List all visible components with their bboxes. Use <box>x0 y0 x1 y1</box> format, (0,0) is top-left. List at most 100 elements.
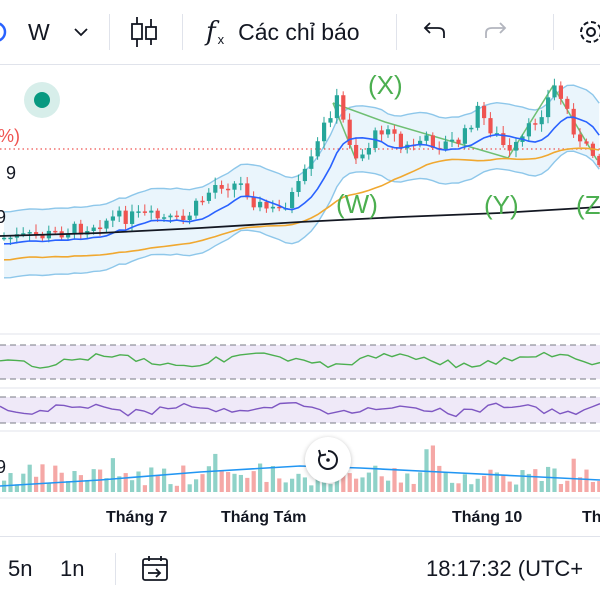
chart-area[interactable]: (X) (W) (Y) (Z %) 9 9 9 Tháng 7 Tháng Tá… <box>0 65 600 535</box>
volume-bar <box>360 477 365 492</box>
candle-body <box>328 118 333 123</box>
volume-bar <box>494 472 499 492</box>
rsi-band <box>0 345 600 379</box>
candle-body <box>392 129 397 134</box>
volume-bar <box>162 468 167 492</box>
indicators-button[interactable]: f x Các chỉ báo <box>206 0 360 64</box>
left-volume-label: 9 <box>0 457 6 477</box>
candle-body <box>226 188 231 191</box>
time-axis-label: Tháng 10 <box>452 509 522 526</box>
candle-body <box>424 135 429 141</box>
left-price-label: 9 <box>6 163 16 183</box>
wave-label-x: (X) <box>368 70 403 100</box>
candle-body <box>238 183 243 185</box>
volume-bar <box>482 475 487 492</box>
candle-body <box>270 206 275 209</box>
toolbar-divider <box>182 14 183 50</box>
chevron-down-icon[interactable] <box>72 0 90 64</box>
candle-body <box>488 118 493 134</box>
volume-bar <box>354 478 359 492</box>
volume-bar <box>238 474 243 492</box>
candle-body <box>168 215 173 218</box>
volume-bar <box>130 480 135 492</box>
range-1y-button[interactable]: 1n <box>60 537 84 601</box>
volume-bar <box>533 469 538 492</box>
candle-body <box>40 235 45 239</box>
candle-body <box>251 197 256 208</box>
oscillator-band <box>0 397 600 423</box>
candle-body <box>66 234 71 238</box>
volume-bar <box>539 480 544 492</box>
candle-body <box>533 123 538 125</box>
candle-body <box>155 210 160 219</box>
volume-bar <box>104 478 109 492</box>
bottom-toolbar: 5n 1n 18:17:32 (UTC+ <box>0 536 600 601</box>
candle-body <box>8 237 13 240</box>
range-1y-label: 1n <box>60 556 85 581</box>
undo-icon[interactable] <box>420 0 448 64</box>
gear-icon[interactable] <box>576 0 600 64</box>
bottom-divider <box>115 553 116 585</box>
range-5y-button[interactable]: 5n <box>8 537 32 601</box>
volume-bar <box>200 474 205 492</box>
candle-body <box>354 144 359 159</box>
wave-label-y: (Y) <box>484 190 519 220</box>
candle-body <box>398 133 403 149</box>
symbol-icon[interactable] <box>0 0 8 64</box>
volume-bar <box>14 484 19 492</box>
volume-bar <box>8 473 13 492</box>
left-price-label: %) <box>0 126 20 146</box>
timezone-clock[interactable]: 18:17:32 (UTC+ <box>426 537 583 601</box>
candle-body <box>2 237 7 240</box>
range-5y-label: 5n <box>8 556 33 581</box>
volume-bar <box>373 465 378 492</box>
candle-body <box>366 147 371 155</box>
candle-body <box>347 119 352 145</box>
candle-body <box>322 122 327 142</box>
candle-body <box>130 211 135 224</box>
volume-bar <box>53 465 58 492</box>
candle-body <box>136 211 141 213</box>
candle-body <box>264 201 269 209</box>
candlestick-icon[interactable] <box>128 0 160 64</box>
volume-bar <box>174 485 179 492</box>
date-range-icon[interactable] <box>140 537 170 601</box>
candle-body <box>104 220 109 229</box>
candle-body <box>469 127 474 130</box>
volume-bar <box>507 481 512 492</box>
volume-bar <box>571 458 576 492</box>
candle-body <box>34 232 39 236</box>
volume-bar <box>149 467 154 492</box>
volume-bar <box>46 482 51 492</box>
candle-body <box>341 95 346 120</box>
candle-body <box>200 200 205 203</box>
candle-body <box>162 217 167 219</box>
candle-body <box>206 192 211 201</box>
volume-bar <box>411 483 416 492</box>
candle-body <box>290 192 295 209</box>
candle-body <box>462 128 467 144</box>
candle-body <box>546 97 551 118</box>
redo-icon[interactable] <box>482 0 510 64</box>
moving-average-fast <box>3 116 600 245</box>
time-axis-label: Tháng Tám <box>221 509 306 526</box>
candle-body <box>181 215 186 220</box>
candle-body <box>27 232 32 234</box>
volume-bar <box>264 481 269 492</box>
volume-bar <box>366 472 371 492</box>
top-toolbar: W f x Các chỉ báo <box>0 0 600 65</box>
candle-body <box>142 211 147 213</box>
volume-bar <box>546 466 551 492</box>
interval-label: W <box>28 18 50 45</box>
volume-bar <box>450 482 455 492</box>
candle-body <box>110 216 115 221</box>
interval-button[interactable]: W <box>28 0 50 64</box>
candle-body <box>21 233 26 235</box>
candle-body <box>539 117 544 125</box>
candle-body <box>450 139 455 142</box>
candle-body <box>315 141 320 157</box>
volume-bar <box>597 481 600 492</box>
reset-chart-button[interactable] <box>305 437 351 483</box>
toolbar-divider <box>109 14 110 50</box>
oscillator-line <box>0 401 600 418</box>
